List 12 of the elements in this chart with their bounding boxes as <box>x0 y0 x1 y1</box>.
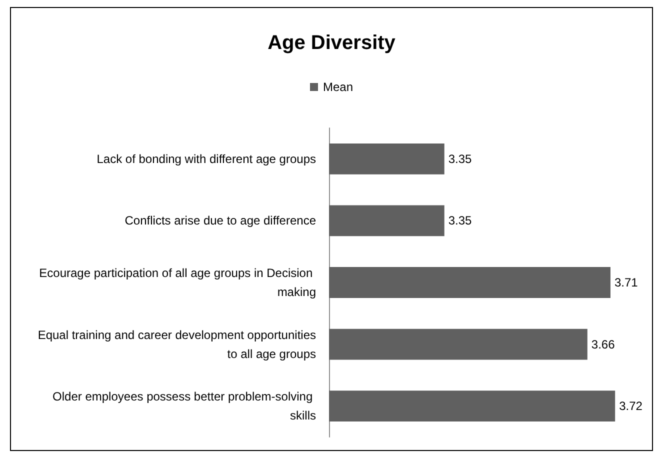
data-label: 3.66 <box>591 337 616 352</box>
chart-title: Age Diversity <box>268 32 396 54</box>
data-label: 3.35 <box>448 152 472 166</box>
y-tick-label: Conflicts arise due to age difference <box>124 214 316 228</box>
y-tick-label: Ecourage participation of all age groups in Decision making <box>39 266 316 299</box>
data-label: 3.35 <box>448 214 472 228</box>
legend-label: Mean <box>322 80 354 94</box>
y-tick-label: Equal training and career development opportunities to all age groups <box>38 328 316 361</box>
y-tick-label: Older employees possess better problem-solving skills <box>52 390 316 423</box>
data-label: 3.72 <box>619 399 643 414</box>
y-tick-label: Lack of bonding with different age groups <box>96 152 316 166</box>
data-label: 3.71 <box>614 276 638 290</box>
